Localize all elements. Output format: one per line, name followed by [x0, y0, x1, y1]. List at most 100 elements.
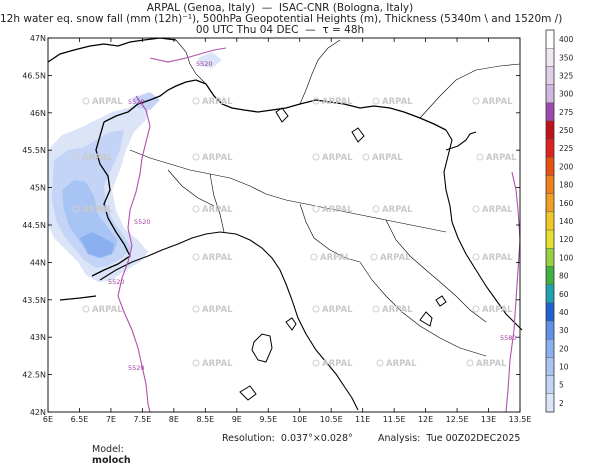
colorbar-swatch: [545, 339, 555, 358]
watermark: ARPAL: [362, 153, 403, 163]
watermark-logo: [310, 253, 318, 261]
watermark-logo: [472, 253, 480, 261]
watermark-logo: [312, 305, 320, 313]
footer-analysis: Analysis: Tue 00Z02DEC2025: [378, 433, 521, 444]
watermark-text: ARPAL: [202, 253, 233, 263]
islands: [239, 107, 447, 401]
x-tick-label: 10E: [292, 415, 307, 424]
colorbar-swatch: [545, 320, 555, 340]
watermark: ARPAL: [476, 153, 517, 163]
footer-model-value: moloch: [92, 455, 131, 466]
colorbar-label: 200: [559, 162, 574, 171]
watermark: ARPAL: [310, 253, 351, 263]
y-tick-label: 45N: [30, 184, 46, 193]
colorbar-label: 120: [559, 235, 574, 244]
x-tick-label: 11E: [355, 415, 370, 424]
watermark-logo: [312, 97, 320, 105]
colorbar-label: 5: [559, 381, 564, 390]
watermark: ARPAL: [312, 153, 353, 163]
x-tick-label: 12.5E: [446, 415, 469, 424]
colorbar-label: 400: [559, 35, 574, 44]
isoline-label: 5520: [108, 278, 125, 286]
colorbar-label: 350: [559, 53, 574, 62]
colorbar-swatch: [545, 193, 555, 213]
watermarks: ARPAL ARPAL ARPAL ARPAL ARPAL ARPAL ARPAL ARPAL…: [72, 97, 517, 369]
isoline-label: 5580: [500, 334, 517, 342]
title-line-3: 00 UTC Thu 04 DEC — τ = 48h: [195, 24, 365, 36]
x-tick-label: 12E: [418, 415, 433, 424]
isoline-label: 5520: [134, 218, 151, 226]
colorbar: 400 350 325 300 275 250 225 200 180 160 140 120 100 8…: [545, 29, 574, 413]
watermark: ARPAL: [466, 359, 507, 369]
watermark-text: ARPAL: [382, 305, 413, 315]
watermark: ARPAL: [472, 97, 513, 107]
colorbar-label: 160: [559, 199, 574, 208]
watermark-text: ARPAL: [380, 253, 411, 263]
watermark-text: ARPAL: [322, 205, 353, 215]
colorbar-swatch: [545, 120, 555, 140]
title-line-2: 12h water eq. snow fall (mm (12h)⁻¹), 50…: [0, 13, 563, 25]
colorbar-label: 60: [559, 290, 569, 299]
watermark-logo: [362, 153, 370, 161]
x-axis-ticks: 6E 6.5E 7E 7.5E 8E 8.5E 9E 9.5E 10E 10.5E 11E 11.5E…: [43, 38, 531, 424]
watermark: ARPAL: [72, 205, 113, 215]
watermark-text: ARPAL: [92, 97, 123, 107]
x-tick-label: 6.5E: [71, 415, 89, 424]
y-tick-label: 44N: [30, 258, 46, 267]
watermark: ARPAL: [192, 205, 233, 215]
colorbar-label: 10: [559, 363, 569, 372]
watermark-text: ARPAL: [322, 97, 353, 107]
colorbar-label: 30: [559, 326, 569, 335]
watermark: ARPAL: [472, 253, 513, 263]
watermark: ARPAL: [192, 253, 233, 263]
x-tick-label: 11.5E: [383, 415, 406, 424]
colorbar-label: 20: [559, 344, 569, 353]
watermark-text: ARPAL: [482, 97, 513, 107]
watermark-text: ARPAL: [202, 305, 233, 315]
watermark-text: ARPAL: [82, 205, 113, 215]
y-tick-label: 42.5N: [22, 371, 46, 380]
colorbar-swatch: [545, 102, 555, 122]
colorbar-swatch: [545, 302, 555, 322]
colorbar-label: 2: [559, 399, 564, 408]
y-tick-label: 46N: [30, 109, 46, 118]
watermark-text: ARPAL: [476, 359, 507, 369]
watermark-logo: [312, 153, 320, 161]
colorbar-swatch: [545, 266, 555, 285]
watermark: ARPAL: [472, 205, 513, 215]
regional-borders: [129, 39, 521, 357]
watermark-text: ARPAL: [202, 97, 233, 107]
footer-resolution: Resolution: 0.037°×0.028°: [222, 433, 353, 444]
watermark-text: ARPAL: [382, 205, 413, 215]
title-line-1: ARPAL (Genoa, Italy) — ISAC-CNR (Bologna…: [146, 2, 414, 14]
watermark-logo: [312, 359, 320, 367]
watermark-logo: [472, 97, 480, 105]
watermark-logo: [372, 305, 380, 313]
snowfall-shading: [48, 52, 222, 282]
watermark: ARPAL: [72, 153, 113, 163]
colorbar-swatch: [545, 375, 555, 395]
watermark-text: ARPAL: [482, 205, 513, 215]
thickness-isolines: [117, 47, 521, 413]
colorbar-label: 180: [559, 181, 574, 190]
watermark: ARPAL: [372, 97, 413, 107]
watermark-logo: [372, 97, 380, 105]
x-tick-label: 8.5E: [196, 415, 214, 424]
watermark-logo: [72, 205, 80, 213]
watermark-logo: [192, 205, 200, 213]
colorbar-label: 300: [559, 90, 574, 99]
watermark-text: ARPAL: [322, 359, 353, 369]
x-tick-label: 13E: [481, 415, 496, 424]
y-tick-label: 45.5N: [22, 146, 46, 155]
watermark-text: ARPAL: [482, 253, 513, 263]
watermark-logo: [192, 97, 200, 105]
colorbar-swatch: [545, 47, 555, 67]
colorbar-swatch: [545, 357, 555, 376]
y-tick-label: 43N: [30, 333, 46, 342]
watermark: ARPAL: [82, 97, 123, 107]
colorbar-swatch: [545, 248, 555, 267]
x-tick-label: 7E: [106, 415, 116, 424]
colorbar-label: 80: [559, 272, 569, 281]
x-tick-label: 8E: [169, 415, 179, 424]
